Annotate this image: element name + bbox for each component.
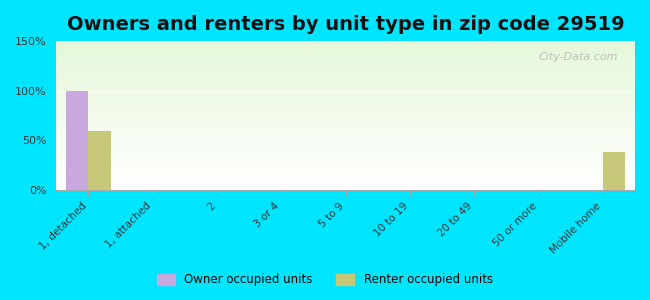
Legend: Owner occupied units, Renter occupied units: Owner occupied units, Renter occupied un… <box>153 269 497 291</box>
Text: City-Data.com: City-Data.com <box>538 52 617 61</box>
Bar <box>88 130 111 190</box>
Bar <box>603 152 625 190</box>
Bar <box>66 91 88 190</box>
Title: Owners and renters by unit type in zip code 29519: Owners and renters by unit type in zip c… <box>67 15 625 34</box>
